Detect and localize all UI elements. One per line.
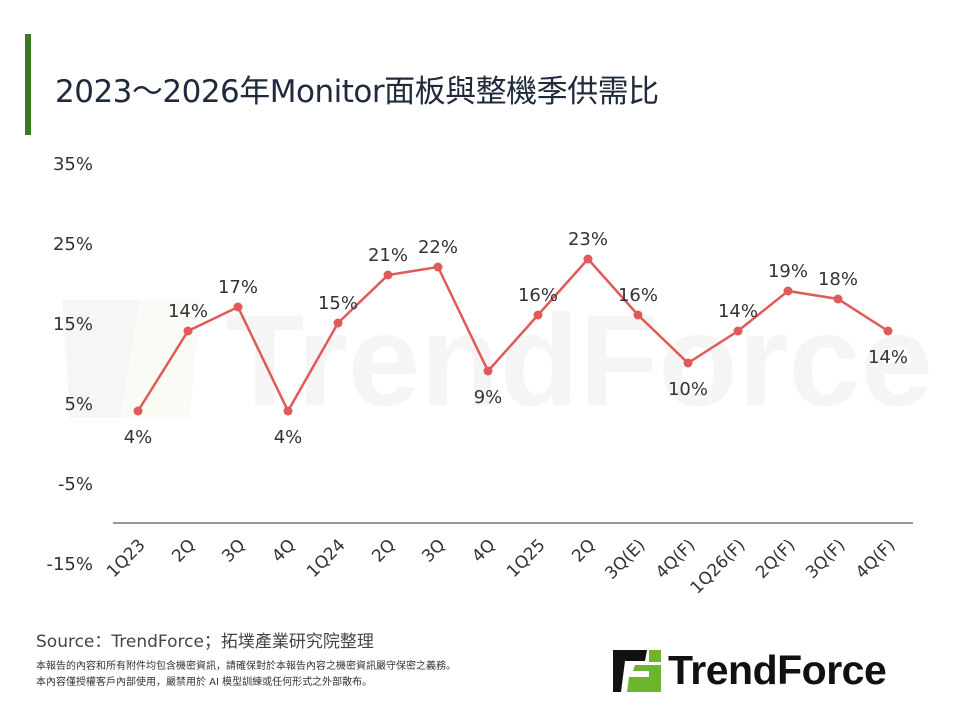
data-label: 4% (124, 427, 153, 448)
data-point (833, 294, 843, 304)
data-point (133, 406, 143, 416)
data-label: 10% (668, 379, 708, 400)
data-label: 14% (168, 301, 208, 322)
y-tick-label: -5% (58, 474, 93, 495)
trendforce-logo-text: TrendForce (668, 647, 887, 693)
x-tick-label: 3Q(F) (802, 535, 850, 583)
trendforce-logo: TrendForce (613, 647, 933, 697)
data-point (733, 326, 743, 336)
data-label: 14% (868, 347, 908, 368)
data-point (483, 366, 493, 376)
title-accent-bar (25, 34, 31, 135)
data-label: 14% (718, 301, 758, 322)
x-tick-label: 1Q26(F) (687, 535, 750, 598)
source-note: Source：TrendForce；拓墣產業研究院整理 (36, 632, 374, 652)
disclaimer-line-2: 本內容僅授權客戶內部使用，嚴禁用於 AI 模型訓練或任何形式之外部散布。 (36, 677, 373, 688)
data-point (283, 406, 293, 416)
x-tick-label: 3Q(E) (601, 535, 649, 583)
x-tick-label: 4Q (268, 535, 299, 566)
chart-title: 2023～2026年Monitor面板與整機季供需比 (55, 74, 659, 110)
data-point (533, 310, 543, 320)
line-chart: TrendForce 35% 25% 15% 5% -5% -15% 4% 14% 17% 4%… (46, 154, 933, 599)
data-point (233, 302, 243, 312)
data-point (383, 270, 393, 280)
data-point (633, 310, 643, 320)
x-tick-label: 3Q (418, 535, 449, 566)
x-tick-label: 1Q24 (303, 535, 350, 582)
data-label: 17% (218, 277, 258, 298)
data-point (683, 358, 693, 368)
data-label: 15% (318, 293, 358, 314)
y-tick-label: 25% (53, 234, 93, 255)
y-tick-label: 35% (53, 154, 93, 175)
data-label: 16% (518, 285, 558, 306)
watermark-logo-dark (62, 300, 140, 418)
y-tick-label: -15% (46, 554, 93, 575)
data-point (883, 326, 893, 336)
data-point (183, 326, 193, 336)
disclaimer-line-1: 本報告的內容和所有附件均包含機密資訊，請確保對於本報告內容之機密資訊嚴守保密之義… (36, 661, 456, 672)
x-tick-label: 2Q(F) (752, 535, 800, 583)
data-point (583, 254, 593, 264)
x-tick-label: 3Q (218, 535, 249, 566)
data-label: 22% (418, 237, 458, 258)
y-tick-label: 5% (64, 394, 93, 415)
data-label: 19% (768, 261, 808, 282)
data-label: 23% (568, 229, 608, 250)
x-tick-label: 2Q (368, 535, 399, 566)
x-tick-label: 4Q (468, 535, 499, 566)
data-point (433, 262, 443, 272)
data-label: 21% (368, 245, 408, 266)
watermark-text: TrendForce (225, 287, 933, 433)
x-tick-label: 1Q25 (503, 535, 550, 582)
x-tick-label: 1Q23 (103, 535, 150, 582)
series-line (136, 257, 889, 414)
data-point (783, 286, 793, 296)
x-tick-label: 2Q (568, 535, 599, 566)
data-point (333, 318, 343, 328)
y-tick-label: 15% (53, 314, 93, 335)
watermark: TrendForce (62, 287, 933, 433)
trendforce-logo-icon (613, 650, 661, 692)
x-tick-label: 2Q (168, 535, 199, 566)
x-tick-label: 4Q(F) (852, 535, 900, 583)
watermark-logo-green (120, 300, 200, 418)
data-label: 4% (274, 427, 303, 448)
data-label: 18% (818, 269, 858, 290)
data-label: 9% (474, 387, 503, 408)
x-tick-label: 4Q(F) (652, 535, 700, 583)
data-label: 16% (618, 285, 658, 306)
